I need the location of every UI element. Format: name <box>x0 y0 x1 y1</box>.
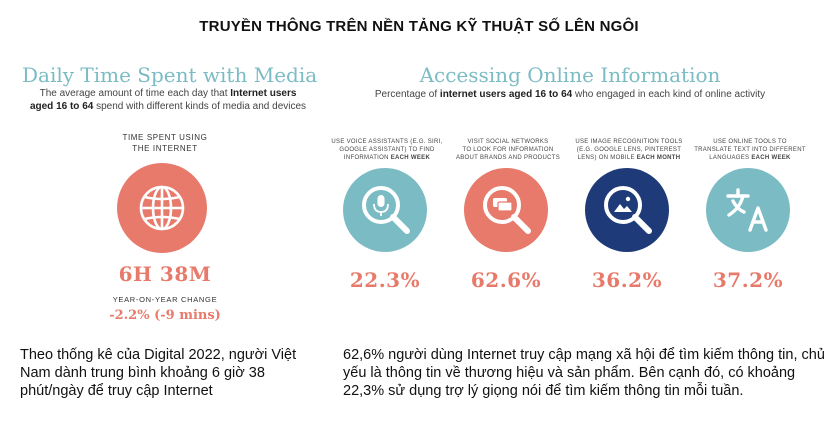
yoy-change-label: YEAR-ON-YEAR CHANGE <box>112 295 218 304</box>
stat-caption-image-recognition: USE IMAGE RECOGNITION TOOLS (E.G. GOOGLE… <box>575 139 683 161</box>
translate-icon <box>706 168 790 252</box>
right-panel-subtitle: Percentage of internet users aged 16 to … <box>374 89 766 100</box>
stat-caption-social-networks: VISIT SOCIAL NETWORKS TO LOOK FOR INFORM… <box>455 139 561 161</box>
left-panel-title: Daily Time Spent with Media <box>22 63 318 87</box>
page-title: TRUYỀN THÔNG TRÊN NỀN TẢNG KỸ THUẬT SỐ L… <box>199 18 639 35</box>
stat-value-social-networks: 62.6% <box>470 268 542 292</box>
time-spent-value: 6H 38M <box>118 262 212 286</box>
yoy-change-value: -2.2% (-9 mins) <box>109 308 221 323</box>
image-search-icon <box>585 168 669 252</box>
microphone-icon <box>343 168 427 252</box>
right-panel-title: Accessing Online Information <box>419 63 721 87</box>
left-panel-subtitle: The average amount of time each day that… <box>29 88 307 112</box>
time-spent-label: TIME SPENT USING THE INTERNET <box>122 133 208 153</box>
stat-caption-voice-assistant: USE VOICE ASSISTANTS (E.G. SIRI, GOOGLE … <box>331 139 443 161</box>
stat-value-image-recognition: 36.2% <box>591 268 663 292</box>
globe-icon <box>117 163 207 253</box>
stat-caption-translate: USE ONLINE TOOLS TO TRANSLATE TEXT INTO … <box>694 139 806 161</box>
chat-search-icon <box>464 168 548 252</box>
stat-value-voice-assistant: 22.3% <box>349 268 421 292</box>
left-paragraph: Theo thống kê của Digital 2022, người Vi… <box>20 347 297 399</box>
stat-value-translate: 37.2% <box>712 268 784 292</box>
right-paragraph: 62,6% người dùng Internet truy cập mạng … <box>343 347 825 399</box>
